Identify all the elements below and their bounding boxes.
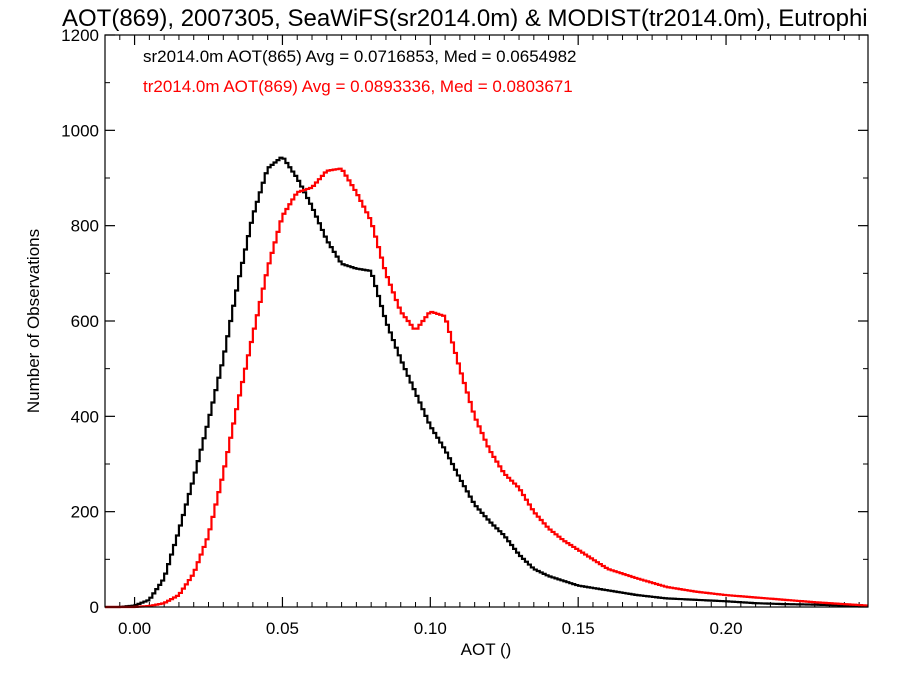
y-tick-label: 200 bbox=[71, 503, 99, 522]
series-layer bbox=[105, 156, 868, 609]
x-tick-label: 0.15 bbox=[562, 619, 595, 638]
x-axis-label: AOT () bbox=[461, 640, 512, 659]
x-tick-label: 0.10 bbox=[414, 619, 447, 638]
x-tick-label: 0.20 bbox=[709, 619, 742, 638]
chart-title: AOT(869), 2007305, SeaWiFS(sr2014.0m) & … bbox=[62, 5, 868, 32]
y-tick-label: 1200 bbox=[61, 26, 99, 45]
y-tick-label: 400 bbox=[71, 407, 99, 426]
y-tick-label: 0 bbox=[90, 598, 99, 617]
series-red-histogram bbox=[105, 167, 868, 609]
plot-frame bbox=[104, 34, 869, 608]
y-tick-label: 600 bbox=[71, 312, 99, 331]
y-tick-label: 1000 bbox=[61, 121, 99, 140]
y-axis-ticks: 0 200 400 600 800 1000 1200 bbox=[61, 26, 868, 617]
y-tick-label: 800 bbox=[71, 217, 99, 236]
x-tick-label: 0.05 bbox=[266, 619, 299, 638]
annotation-red-stats: tr2014.0m AOT(869) Avg = 0.0893336, Med … bbox=[143, 77, 573, 96]
x-tick-label: 0.00 bbox=[118, 619, 151, 638]
series-black-histogram bbox=[105, 156, 868, 609]
annotation-black-stats: sr2014.0m AOT(865) Avg = 0.0716853, Med … bbox=[143, 47, 577, 66]
y-axis-label: Number of Observations bbox=[24, 229, 43, 413]
x-axis-ticks: 0.00 0.05 0.10 0.15 0.20 bbox=[118, 35, 860, 638]
